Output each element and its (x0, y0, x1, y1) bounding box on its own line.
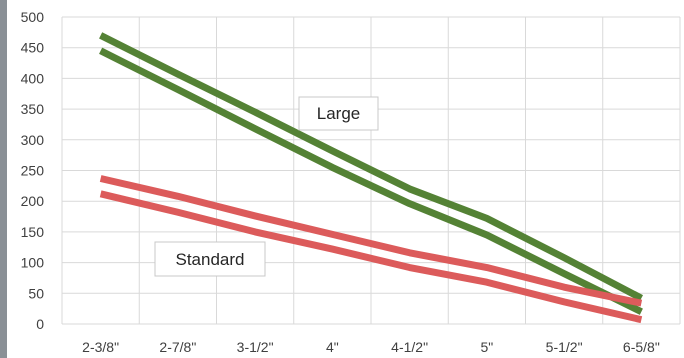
data-point (407, 265, 412, 270)
y-tick-label: 500 (21, 9, 45, 25)
data-point (98, 33, 103, 38)
data-point (253, 229, 258, 234)
y-tick-label: 150 (21, 224, 45, 240)
data-point (407, 250, 412, 255)
annotation-large-box (298, 96, 379, 131)
annotation-standard-text: Standard (176, 250, 245, 269)
data-point (562, 271, 567, 276)
data-point (98, 176, 103, 181)
data-point (639, 309, 644, 314)
data-point (253, 110, 258, 115)
data-point (98, 48, 103, 53)
y-tick-label: 250 (21, 163, 45, 179)
data-point (484, 232, 489, 237)
annotation-large-text: Large (317, 104, 360, 123)
x-tick-label: 5" (480, 339, 493, 355)
y-tick-label: 0 (36, 316, 44, 332)
window-edge (0, 0, 7, 358)
data-point (484, 216, 489, 221)
series-layer (98, 32, 644, 324)
x-tick-label: 3-1/2" (237, 339, 274, 355)
series-line-standard-2 (99, 175, 643, 307)
x-tick-label: 6-5/8" (623, 339, 660, 355)
x-axis-tick-labels: 2-3/8" 2-7/8" 3-1/2" 4" 4-1/2" 5" 5-1/2" 6-5/8" (82, 339, 660, 355)
annotation-standard-box (154, 241, 266, 277)
x-tick-label: 2-3/8" (82, 339, 119, 355)
data-point (484, 265, 489, 270)
data-point (407, 186, 412, 191)
x-tick-label: 5-1/2" (546, 339, 583, 355)
data-point (562, 255, 567, 260)
data-point (175, 72, 180, 77)
y-tick-label: 100 (21, 255, 45, 271)
y-tick-label: 300 (21, 132, 45, 148)
x-tick-label: 2-7/8" (159, 339, 196, 355)
x-tick-label: 4-1/2" (391, 339, 428, 355)
data-point (562, 299, 567, 304)
data-point (484, 280, 489, 285)
data-point (253, 126, 258, 131)
y-tick-label: 400 (21, 70, 45, 86)
annotation-large: Large (298, 96, 379, 131)
data-point (253, 213, 258, 218)
y-tick-label: 350 (21, 101, 45, 117)
data-point (639, 301, 644, 306)
data-point (98, 191, 103, 196)
data-point (175, 210, 180, 215)
data-point (330, 232, 335, 237)
data-point (175, 87, 180, 92)
y-tick-label: 50 (28, 285, 44, 301)
data-point (175, 194, 180, 199)
series-line-large-1 (99, 47, 643, 315)
data-point (330, 148, 335, 153)
annotation-standard: Standard (154, 241, 266, 277)
x-tick-label: 4" (326, 339, 339, 355)
series-line-standard-3 (99, 190, 643, 324)
y-axis-tick-labels: 0 50 100 150 200 250 300 350 400 450 500 (21, 9, 45, 332)
y-tick-label: 450 (21, 40, 45, 56)
series-line-large-0 (99, 32, 644, 302)
y-tick-label: 200 (21, 193, 45, 209)
data-point (330, 165, 335, 170)
data-point (639, 317, 644, 322)
data-point (562, 285, 567, 290)
data-point (330, 247, 335, 252)
data-point (407, 201, 412, 206)
